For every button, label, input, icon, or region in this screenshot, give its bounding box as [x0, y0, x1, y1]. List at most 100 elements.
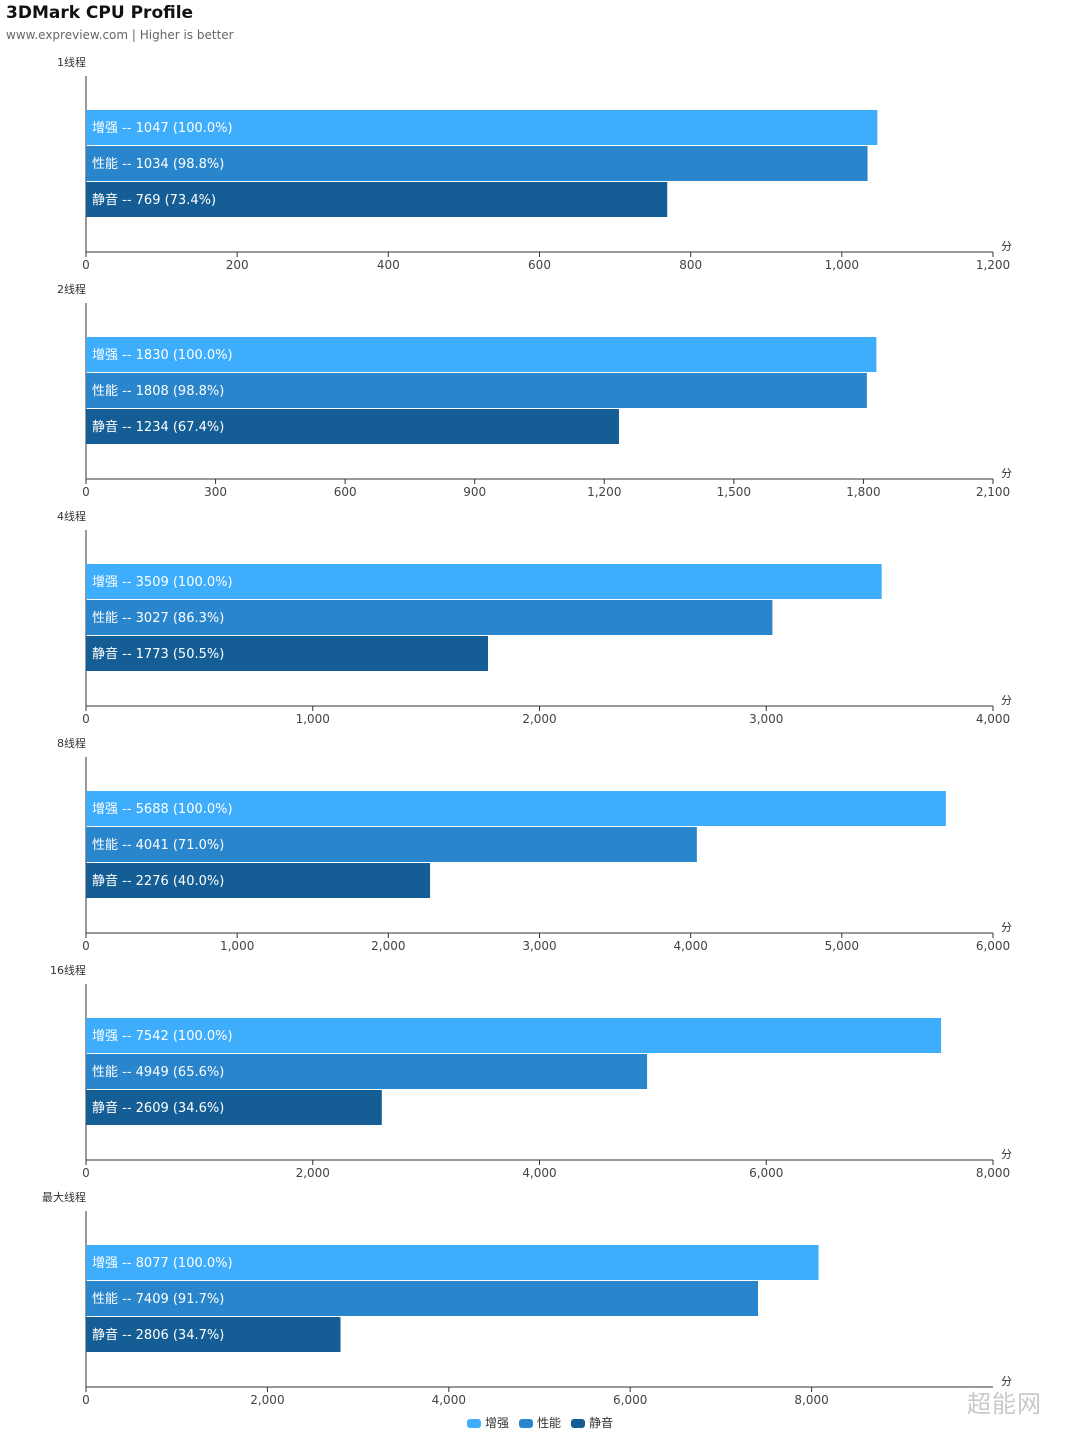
bar — [86, 863, 431, 898]
bar — [86, 110, 878, 145]
panel-title: 2线程 — [57, 282, 86, 296]
panel-title: 16线程 — [50, 963, 86, 977]
x-tick-label: 6,000 — [749, 1166, 783, 1180]
bar-label: 性能 -- 1808 (98.8%) — [92, 384, 224, 399]
x-tick-label: 0 — [82, 1393, 90, 1407]
x-tick-label: 0 — [82, 485, 90, 499]
x-tick-label: 1,800 — [846, 485, 880, 499]
bar-label: 性能 -- 4949 (65.6%) — [92, 1065, 224, 1080]
bar-label: 静音 -- 769 (73.4%) — [92, 192, 216, 208]
watermark-text: 超能网 — [967, 1390, 1042, 1418]
bar-label: 性能 -- 7409 (91.7%) — [92, 1292, 224, 1307]
bar-label: 性能 -- 4041 (71.0%) — [92, 838, 224, 853]
x-tick-label: 2,000 — [296, 1166, 330, 1180]
bar — [86, 564, 882, 599]
bar — [86, 373, 867, 408]
x-axis-unit: 分 — [1001, 694, 1012, 707]
bar-label: 增强 -- 7542 (100.0%) — [92, 1029, 233, 1044]
legend-item[interactable]: 静音 — [571, 1414, 613, 1431]
x-tick-label: 8,000 — [976, 1166, 1010, 1180]
x-tick-label: 3,000 — [749, 712, 783, 726]
bar-label: 增强 -- 3509 (100.0%) — [92, 575, 233, 590]
x-axis-unit: 分 — [1001, 1148, 1012, 1161]
x-tick-label: 300 — [204, 485, 227, 499]
legend-swatch — [466, 1419, 481, 1428]
chart-subtitle: www.expreview.com | Higher is better — [6, 28, 234, 42]
watermark-logo: 超能网 — [967, 1384, 1042, 1419]
x-tick-label: 5,000 — [825, 939, 859, 953]
x-tick-label: 6,000 — [976, 939, 1010, 953]
x-tick-label: 4,000 — [673, 939, 707, 953]
bar — [86, 182, 668, 217]
x-tick-label: 1,500 — [717, 485, 751, 499]
x-axis-unit: 分 — [1001, 467, 1012, 480]
x-tick-label: 1,000 — [825, 258, 859, 272]
bar — [86, 1090, 382, 1125]
panel-title: 最大线程 — [42, 1190, 86, 1204]
bar — [86, 1018, 942, 1053]
bar-label: 静音 -- 2609 (34.6%) — [92, 1100, 224, 1116]
x-axis-unit: 分 — [1001, 921, 1012, 934]
bar — [86, 636, 489, 671]
x-tick-label: 800 — [679, 258, 702, 272]
x-tick-label: 0 — [82, 939, 90, 953]
x-tick-label: 600 — [334, 485, 357, 499]
x-tick-label: 0 — [82, 1166, 90, 1180]
bar-label: 静音 -- 1234 (67.4%) — [92, 419, 224, 435]
bar — [86, 146, 868, 181]
x-tick-label: 2,100 — [976, 485, 1010, 499]
x-tick-label: 2,000 — [522, 712, 556, 726]
panel-title: 4线程 — [57, 509, 86, 523]
legend-label: 增强 — [484, 1416, 509, 1430]
bar — [86, 1054, 648, 1089]
bar-label: 性能 -- 1034 (98.8%) — [92, 157, 224, 172]
panel-title: 1线程 — [57, 55, 86, 69]
bar-label: 静音 -- 2806 (34.7%) — [92, 1327, 224, 1343]
x-tick-label: 4,000 — [976, 712, 1010, 726]
bar-label: 增强 -- 8077 (100.0%) — [92, 1256, 233, 1271]
x-tick-label: 3,000 — [522, 939, 556, 953]
bar-label: 静音 -- 1773 (50.5%) — [92, 646, 224, 662]
x-tick-label: 2,000 — [250, 1393, 284, 1407]
bar — [86, 600, 773, 635]
x-tick-label: 600 — [528, 258, 551, 272]
legend-item[interactable]: 增强 — [466, 1414, 509, 1431]
x-tick-label: 1,200 — [587, 485, 621, 499]
x-tick-label: 0 — [82, 258, 90, 272]
x-tick-label: 400 — [377, 258, 400, 272]
x-tick-label: 6,000 — [613, 1393, 647, 1407]
x-tick-label: 2,000 — [371, 939, 405, 953]
bar-label: 性能 -- 3027 (86.3%) — [92, 611, 224, 626]
bar-label: 静音 -- 2276 (40.0%) — [92, 873, 224, 889]
panel-title: 8线程 — [57, 736, 86, 750]
bar-label: 增强 -- 5688 (100.0%) — [92, 802, 233, 817]
x-tick-label: 0 — [82, 712, 90, 726]
chart-title: 3DMark CPU Profile — [6, 3, 194, 23]
x-tick-label: 4,000 — [432, 1393, 466, 1407]
x-tick-label: 200 — [226, 258, 249, 272]
bar — [86, 791, 946, 826]
legend-swatch — [518, 1419, 533, 1428]
legend-label: 静音 — [589, 1416, 614, 1430]
bar-label: 增强 -- 1047 (100.0%) — [92, 121, 233, 136]
x-axis-unit: 分 — [1001, 240, 1012, 253]
bar — [86, 1281, 758, 1316]
chart-header: 3DMark CPU Profile www.expreview.com | H… — [6, 2, 234, 42]
x-tick-label: 900 — [463, 485, 486, 499]
x-tick-label: 8,000 — [794, 1393, 828, 1407]
bar — [86, 1317, 341, 1352]
legend-item[interactable]: 性能 — [518, 1414, 561, 1431]
legend: 增强 性能 静音 — [0, 1414, 1080, 1431]
bar — [86, 1245, 819, 1280]
bar — [86, 337, 877, 372]
x-tick-label: 1,000 — [296, 712, 330, 726]
bar-label: 增强 -- 1830 (100.0%) — [92, 348, 233, 363]
x-tick-label: 1,000 — [220, 939, 254, 953]
x-axis-unit: 分 — [1001, 1375, 1012, 1388]
legend-label: 性能 — [536, 1416, 561, 1430]
bar — [86, 409, 619, 444]
x-tick-label: 4,000 — [522, 1166, 556, 1180]
legend-swatch — [571, 1419, 585, 1428]
bar — [86, 827, 697, 862]
